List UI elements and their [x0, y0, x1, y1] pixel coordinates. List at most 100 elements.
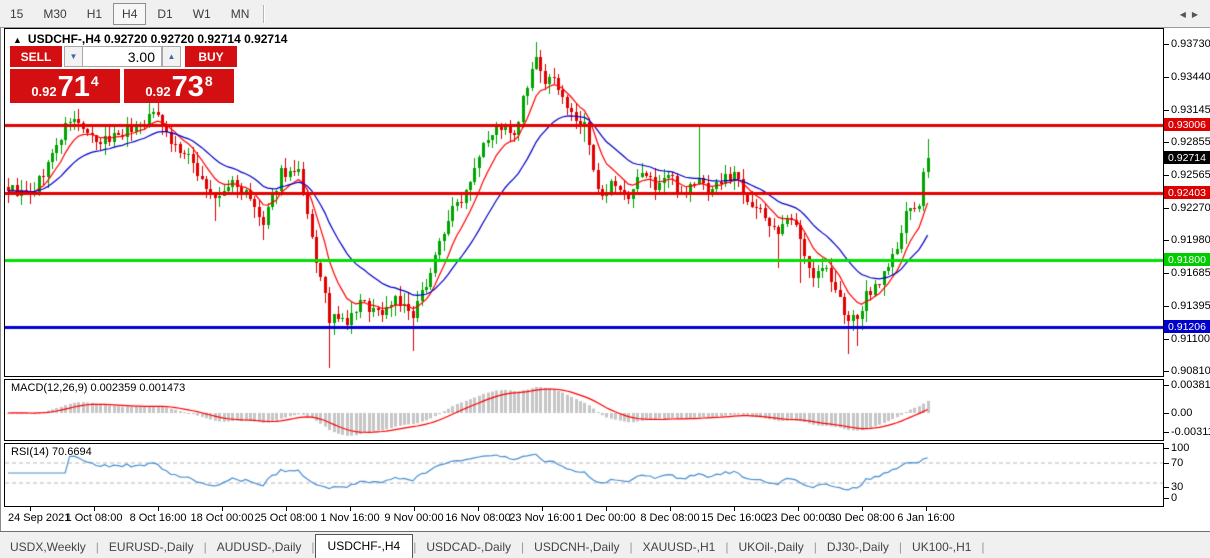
price-tick-label: 0.92565 [1171, 169, 1210, 181]
axis-tick [1164, 175, 1169, 176]
volume-input[interactable]: 3.00 [82, 46, 162, 67]
timeframe-button-w1[interactable]: W1 [192, 6, 211, 21]
chart-tab-usdx-weekly[interactable]: USDX,Weekly [10, 540, 86, 554]
tab-separator: | [898, 540, 903, 554]
chart-tab-usdchf-h4[interactable]: USDCHF-,H4 [314, 534, 414, 558]
time-tick-label: 6 Jan 16:00 [897, 512, 955, 524]
rsi-axis-label: 100 [1171, 442, 1190, 454]
chart-tab-bar: USDX,Weekly | EURUSD-,Daily | AUDUSD-,Daily |… [0, 531, 1210, 558]
rsi-canvas [5, 444, 1163, 506]
level-price-badge: 0.93006 [1164, 118, 1210, 131]
price-tick-label: 0.92855 [1171, 136, 1210, 148]
chart-tab-dj30-daily[interactable]: DJ30-,Daily [826, 540, 889, 554]
volume-increase-button[interactable]: ▲ [162, 46, 181, 67]
time-tick [542, 507, 543, 511]
price-tick-label: 0.91980 [1171, 234, 1210, 246]
chart-title: ▲ USDCHF-,H4 0.92720 0.92720 0.92714 0.92… [13, 32, 287, 46]
macd-axis-label: 0.003811 [1171, 379, 1210, 391]
buy-price-display[interactable]: 0.92 73 8 [124, 69, 234, 103]
axis-tick [1164, 77, 1169, 78]
volume-decrease-button[interactable]: ▼ [64, 46, 82, 67]
axis-tick [1164, 339, 1169, 340]
chevron-down-icon: ▼ [69, 52, 78, 61]
chart-tab-eurusd-daily[interactable]: EURUSD-,Daily [108, 540, 194, 554]
price-tick-label: 0.91100 [1171, 333, 1210, 345]
price-tick-label: 0.90810 [1171, 365, 1210, 377]
axis-tick [1164, 306, 1169, 307]
macd-axis-label: 0.00 [1171, 407, 1193, 419]
time-tick-label: 1 Dec 00:00 [576, 512, 636, 524]
timeframe-button-m30[interactable]: M30 [43, 6, 67, 21]
tab-separator: | [725, 540, 729, 554]
chart-tab-ukoil-daily[interactable]: UKOil-,Daily [738, 540, 804, 554]
time-tick [670, 507, 671, 511]
axis-tick [1164, 208, 1169, 209]
axis-tick [1164, 385, 1169, 386]
symbol-period-label: USDCHF-,H4 [27, 32, 101, 46]
chart-tab-uk100-h1[interactable]: UK100-,H1 [912, 540, 972, 554]
timeframe-button-h1[interactable]: H1 [86, 6, 103, 21]
time-tick-label: 1 Nov 16:00 [320, 512, 380, 524]
one-click-trade-panel: SELL ▼ 3.00 ▲ BUY 0.92 71 4 0.92 73 8 [10, 46, 242, 103]
tab-scroll-left-icon[interactable]: ◀ [1179, 10, 1192, 19]
chart-tab-audusd-daily[interactable]: AUDUSD-,Daily [216, 540, 302, 554]
main-chart-panel[interactable]: ▲ USDCHF-,H4 0.92720 0.92720 0.92714 0.92… [4, 28, 1164, 377]
buy-button[interactable]: BUY [185, 46, 237, 67]
time-tick [606, 507, 607, 511]
rsi-label: RSI(14) 70.6694 [11, 446, 92, 458]
price-tick-label: 0.91395 [1171, 300, 1210, 312]
time-tick [734, 507, 735, 511]
sell-button[interactable]: SELL [10, 46, 62, 67]
window-left-edge [0, 28, 1, 558]
tab-separator: | [981, 540, 985, 554]
tab-scroll-right-icon[interactable]: ▶ [1191, 10, 1204, 19]
time-tick-label: 24 Sep 2021 [8, 512, 71, 524]
time-tick-label: 30 Dec 08:00 [829, 512, 895, 524]
timeframe-button-d1[interactable]: D1 [157, 6, 173, 21]
tab-separator: | [95, 540, 99, 554]
time-tick [94, 507, 95, 511]
time-tick [414, 507, 415, 511]
collapse-icon[interactable]: ▲ [13, 35, 22, 45]
rsi-panel[interactable]: RSI(14) 70.6694 [4, 443, 1164, 507]
timeframe-toolbar: 15 M30 H1 H4 D1 W1 MN [0, 0, 1210, 28]
axis-tick [1164, 463, 1169, 464]
axis-tick [1164, 498, 1169, 499]
rsi-axis-label: 30 [1171, 481, 1184, 493]
time-tick-label: 8 Oct 16:00 [129, 512, 187, 524]
rsi-axis-label: 0 [1171, 492, 1178, 504]
axis-tick [1164, 448, 1169, 449]
sell-price-big: 71 [57, 71, 90, 103]
level-price-badge: 0.91206 [1164, 320, 1210, 333]
tab-separator: | [203, 540, 207, 554]
price-tick-label: 0.92270 [1171, 202, 1210, 214]
axis-tick [1164, 487, 1169, 488]
time-tick-label: 1 Oct 08:00 [65, 512, 123, 524]
level-price-badge: 0.91800 [1164, 253, 1210, 266]
chart-tab-usdcnh-daily[interactable]: USDCNH-,Daily [534, 540, 620, 554]
macd-panel[interactable]: MACD(12,26,9) 0.002359 0.001473 [4, 379, 1164, 441]
sell-price-prefix: 0.92 [31, 84, 57, 99]
tab-separator: | [521, 540, 525, 554]
buy-price-pip: 8 [204, 73, 213, 89]
timeframe-button-mn[interactable]: MN [230, 6, 250, 21]
chart-tab-xauusd-h1[interactable]: XAUUSD-,H1 [642, 540, 716, 554]
chart-tab-usdcad-daily[interactable]: USDCAD-,Daily [426, 540, 512, 554]
axis-tick [1164, 371, 1169, 372]
sell-price-pip: 4 [90, 73, 99, 89]
time-tick [158, 507, 159, 511]
price-tick-label: 0.93440 [1171, 71, 1210, 83]
time-tick [862, 507, 863, 511]
sell-price-display[interactable]: 0.92 71 4 [10, 69, 120, 103]
tab-separator: | [629, 540, 633, 554]
time-tick-label: 23 Dec 00:00 [765, 512, 831, 524]
tab-scroll-arrows[interactable]: ◀▶ [1180, 10, 1204, 19]
time-tick-label: 16 Nov 08:00 [445, 512, 511, 524]
tab-separator: | [413, 540, 417, 554]
axis-tick [1164, 44, 1169, 45]
timeframe-button-h4[interactable]: H4 [113, 2, 147, 25]
axis-tick [1164, 240, 1169, 241]
timeframe-button-15[interactable]: 15 [10, 6, 24, 21]
axis-tick [1164, 413, 1169, 414]
